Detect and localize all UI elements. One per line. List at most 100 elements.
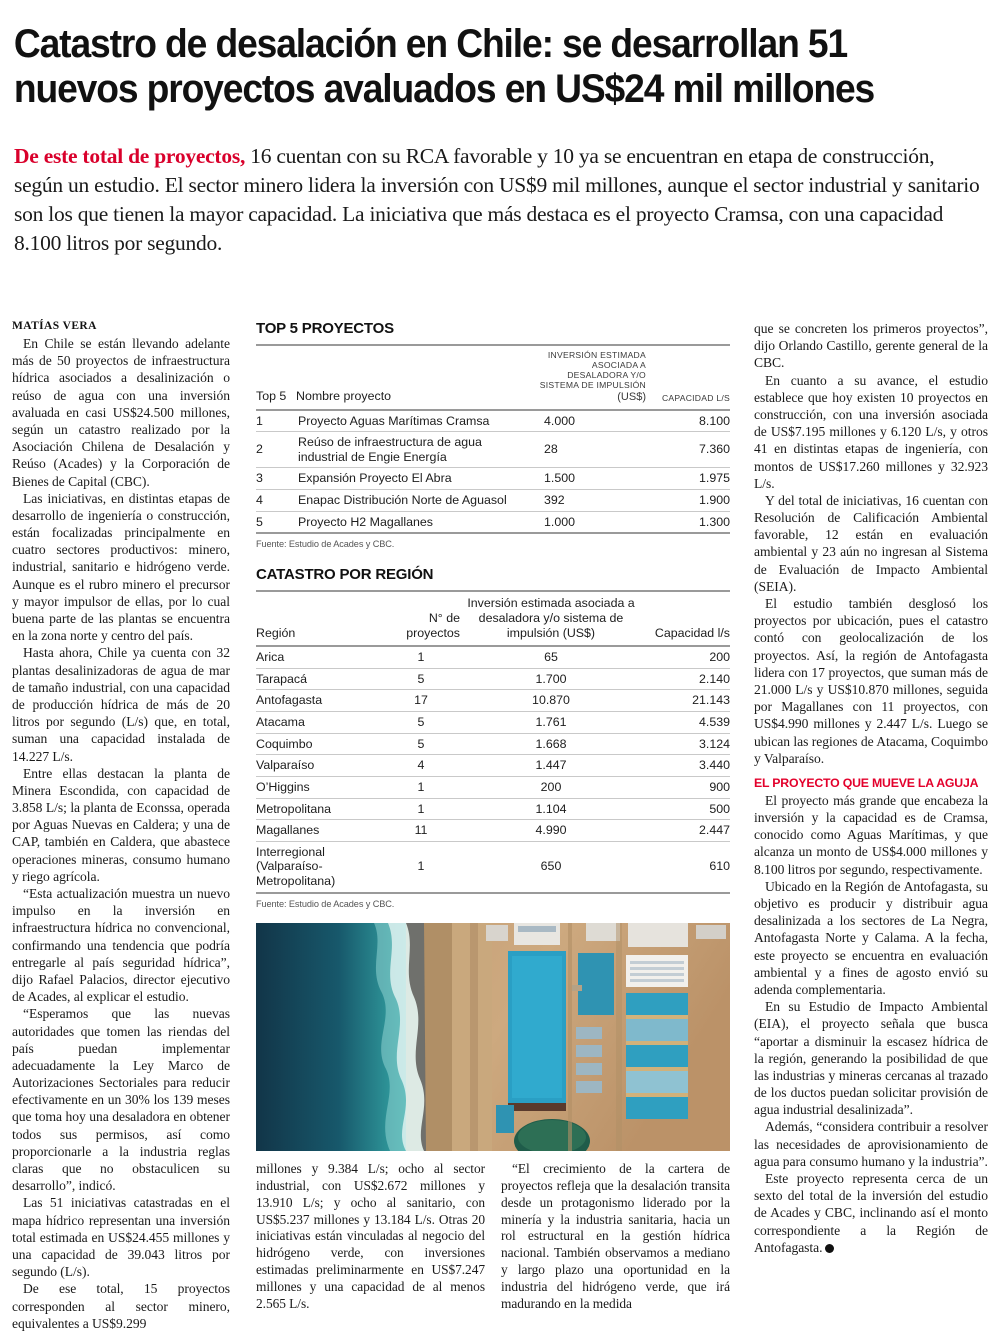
right-paragraph-6: Ubicado en la Región de Antofagasta, su …: [754, 878, 988, 997]
top5-table-body: 1 Proyecto Aguas Marítimas Cramsa 4.000 …: [256, 409, 730, 535]
region-investment: 1.104: [460, 798, 642, 821]
left-column: MATÍAS VERA En Chile se están llevando a…: [12, 320, 244, 1331]
region-projects: 5: [382, 711, 460, 734]
region-capacity: 21.143: [642, 689, 730, 713]
region-name: Atacama: [256, 711, 382, 734]
region-name: Tarapacá: [256, 668, 382, 691]
region-header-projects: N° de proyectos: [382, 590, 460, 648]
middle-column: TOP 5 PROYECTOS Top 5 Nombre proyecto In…: [244, 320, 742, 1311]
aerial-plant-photo: [256, 922, 730, 1151]
top5-capacity: 7.360: [646, 431, 730, 469]
region-capacity: 200: [642, 646, 730, 669]
top5-name: Proyecto H2 Magallanes: [296, 511, 534, 535]
top5-header-row: Top 5 Nombre proyecto Inversión estimada…: [256, 344, 730, 411]
region-name: Coquimbo: [256, 733, 382, 756]
table-row: Antofagasta 17 10.870 21.143: [256, 689, 730, 713]
table-row: 3 Expansión Proyecto El Abra 1.500 1.975: [256, 467, 730, 491]
region-investment: 1.700: [460, 668, 642, 691]
lead-rest: 16 cuentan con su RCA favorable y 10 ya …: [14, 144, 980, 255]
region-name: O’Higgins: [256, 776, 382, 799]
region-capacity: 500: [642, 798, 730, 821]
top5-header-capacity: Capacidad l/s: [646, 344, 730, 411]
right-paragraph-1: que se concreten los primeros proyectos”…: [754, 321, 988, 371]
table-row: Arica 1 65 200: [256, 646, 730, 669]
region-investment: 1.761: [460, 711, 642, 734]
mid-bottom-paragraph-left: millones y 9.384 L/s; ocho al sector ind…: [256, 1160, 485, 1312]
left-paragraph-4: Entre ellas destacan la planta de Minera…: [12, 765, 230, 884]
top5-table-title: TOP 5 PROYECTOS: [256, 320, 394, 337]
top5-header-name: Nombre proyecto: [296, 344, 534, 411]
region-name: Metropolitana: [256, 798, 382, 821]
table-row: 5 Proyecto H2 Magallanes 1.000 1.300: [256, 511, 730, 535]
top5-rank: 2: [256, 431, 296, 469]
region-projects: 5: [382, 733, 460, 756]
top5-investment: 28: [534, 431, 646, 469]
top5-header-investment-text: Inversión estimada asociada a desaladora…: [539, 350, 646, 391]
region-projects: 1: [382, 841, 460, 894]
region-projects: 1: [382, 798, 460, 821]
region-name: Magallanes: [256, 819, 382, 842]
right-paragraph-9-text: Este proyecto representa cerca de un sex…: [754, 1171, 988, 1255]
region-capacity: 3.124: [642, 733, 730, 756]
left-paragraph-8: De ese total, 15 proyectos corresponden …: [12, 1281, 230, 1331]
table-row: 2 Reúso de infraestructura de agua indus…: [256, 431, 730, 469]
region-name: Interregional (Valparaíso- Metropolitana…: [256, 841, 382, 894]
top5-rank: 1: [256, 409, 296, 433]
right-paragraph-8: Además, “considera contribuir a resolver…: [754, 1119, 988, 1169]
left-paragraph-2: Las iniciativas, en distintas etapas de …: [12, 490, 230, 644]
middle-bottom-right: “El crecimiento de la cartera de proyect…: [501, 1161, 730, 1314]
top5-rank: 5: [256, 511, 296, 535]
right-paragraph-2: En cuanto a su avance, el estudio establ…: [754, 372, 988, 491]
lead-bold-intro: De este total de proyectos,: [14, 144, 246, 169]
end-mark-icon: P: [825, 1244, 841, 1254]
left-paragraph-1: En Chile se están llevando adelante más …: [12, 336, 230, 489]
region-investment: 65: [460, 646, 642, 669]
page-title: Catastro de desalación en Chile: se desa…: [13, 22, 875, 112]
top5-rank: 4: [256, 489, 296, 512]
table-row: Interregional (Valparaíso- Metropolitana…: [256, 841, 730, 894]
region-investment: 1.668: [460, 733, 642, 756]
region-investment: 10.870: [460, 689, 642, 713]
region-projects: 5: [382, 668, 460, 691]
mid-bottom-paragraph-right: “El crecimiento de la cartera de proyect…: [501, 1160, 730, 1312]
table-row: 1 Proyecto Aguas Marítimas Cramsa 4.000 …: [256, 409, 730, 433]
table-row: Magallanes 11 4.990 2.447: [256, 819, 730, 842]
region-investment: 200: [460, 776, 642, 799]
region-investment: 650: [460, 841, 642, 894]
top5-table: Top 5 Nombre proyecto Inversión estimada…: [256, 344, 730, 535]
right-subhead: EL PROYECTO QUE MUEVE LA AGUJA: [754, 775, 979, 790]
top5-header-investment-unit: (US$): [617, 390, 646, 403]
region-capacity: 2.140: [642, 668, 730, 691]
top5-name: Proyecto Aguas Marítimas Cramsa: [296, 409, 534, 433]
newspaper-page: Catastro de desalación en Chile: se desa…: [12, 22, 988, 1331]
middle-bottom-left: millones y 9.384 L/s; ocho al sector ind…: [256, 1161, 485, 1314]
region-investment: 4.990: [460, 819, 642, 842]
middle-bottom-text: millones y 9.384 L/s; ocho al sector ind…: [256, 1161, 730, 1314]
photo-graphic: [256, 922, 730, 1151]
region-name: Valparaíso: [256, 754, 382, 777]
top5-rank: 3: [256, 467, 296, 491]
top5-header-rank: Top 5: [256, 344, 296, 411]
top5-investment: 1.000: [534, 511, 646, 535]
top5-capacity: 1.975: [646, 467, 730, 491]
left-paragraph-7: Las 51 iniciativas catastradas en el map…: [12, 1195, 230, 1280]
table-row: Valparaíso 4 1.447 3.440: [256, 754, 730, 777]
right-paragraph-4: El estudio también desglosó los proyecto…: [754, 596, 988, 766]
table-row: Atacama 5 1.761 4.539: [256, 711, 730, 734]
region-projects: 11: [382, 819, 460, 842]
top5-name: Enapac Distribución Norte de Aguasol: [296, 489, 534, 512]
top5-name: Reúso de infraestructura de agua industr…: [296, 431, 534, 469]
table-row: 4 Enapac Distribución Norte de Aguasol 3…: [256, 489, 730, 512]
table-row: Metropolitana 1 1.104 500: [256, 798, 730, 821]
top5-header-investment: Inversión estimada asociada a desaladora…: [534, 344, 646, 411]
region-capacity: 2.447: [642, 819, 730, 842]
region-source: Fuente: Estudio de Acades y CBC.: [256, 898, 395, 909]
top5-capacity: 8.100: [646, 409, 730, 433]
region-projects: 1: [382, 646, 460, 669]
region-name: Arica: [256, 646, 382, 669]
region-capacity: 900: [642, 776, 730, 799]
region-header-row: Región N° de proyectos Inversión estimad…: [256, 590, 730, 648]
region-table-body: Arica 1 65 200 Tarapacá 5 1.700 2.140 An…: [256, 646, 730, 894]
region-name: Antofagasta: [256, 689, 382, 713]
table-row: O’Higgins 1 200 900: [256, 776, 730, 799]
